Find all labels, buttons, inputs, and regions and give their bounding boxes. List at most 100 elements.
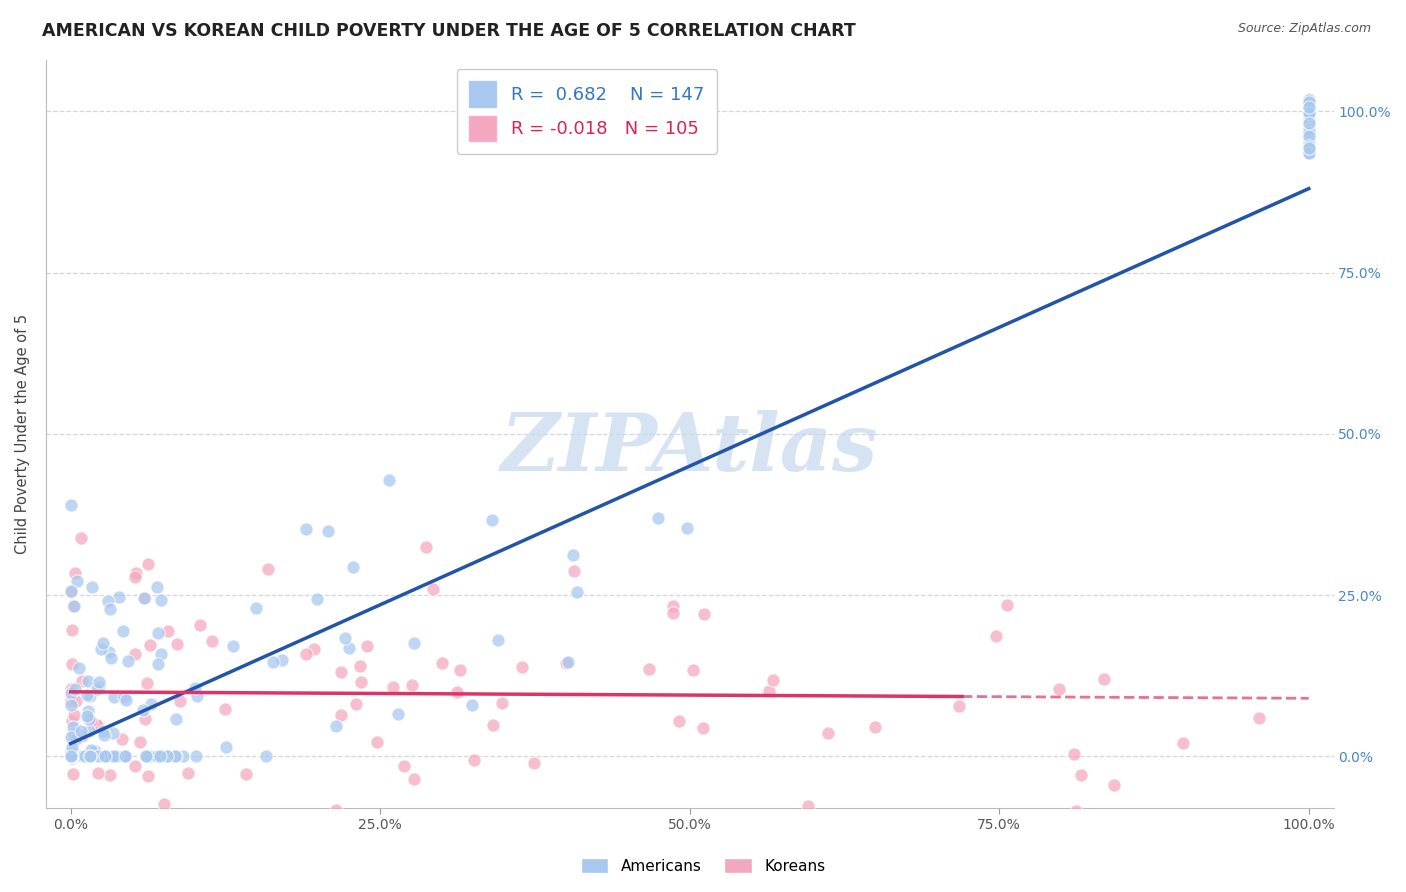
Point [562,565,585,579]
Point [59,747,82,761]
Point [682,663,704,677]
Point [82,580,104,594]
Point [1298,129,1320,144]
Point [172,749,194,764]
Point [1298,107,1320,121]
Point [463,753,485,767]
Point [184,681,207,695]
Point [1298,110,1320,124]
Point [262,655,284,669]
Point [70,749,93,764]
Point [157,624,180,638]
Point [82,827,104,841]
Point [63,827,86,841]
Point [72,749,94,764]
Point [86,749,108,764]
Point [60,623,83,637]
Point [1298,101,1320,115]
Point [105,749,128,764]
Point [60,749,83,764]
Point [817,726,839,740]
Point [254,749,277,764]
Point [356,827,378,841]
Point [762,673,785,688]
Point [90,641,112,656]
Point [316,524,339,538]
Point [66,574,89,589]
Point [149,749,172,764]
Point [136,675,159,690]
Point [1298,130,1320,145]
Point [139,749,162,764]
Point [134,591,156,605]
Point [165,712,187,726]
Point [461,698,484,712]
Point [60,584,83,599]
Point [486,633,509,648]
Point [141,816,163,830]
Point [91,749,114,764]
Point [60,739,83,754]
Point [62,599,84,614]
Point [392,758,415,772]
Point [139,638,162,652]
Point [77,713,100,727]
Point [86,718,108,732]
Point [59,681,82,696]
Point [948,698,970,713]
Point [378,473,401,487]
Point [60,827,83,841]
Point [59,694,82,708]
Point [117,654,139,668]
Point [516,827,538,841]
Point [177,766,200,780]
Point [1298,122,1320,136]
Point [401,678,423,692]
Point [60,749,83,764]
Legend: Americans, Koreans: Americans, Koreans [575,852,831,880]
Point [1092,673,1115,687]
Point [257,562,280,576]
Point [692,721,714,735]
Point [1298,145,1320,160]
Point [166,637,188,651]
Point [797,798,820,813]
Point [93,728,115,742]
Text: Source: ZipAtlas.com: Source: ZipAtlas.com [1237,22,1371,36]
Point [381,680,404,694]
Point [163,749,186,764]
Point [97,645,120,659]
Point [156,749,179,764]
Point [60,749,83,764]
Point [190,618,212,632]
Point [523,756,546,770]
Point [111,731,134,746]
Point [70,729,93,743]
Point [62,720,84,734]
Point [94,749,117,764]
Point [136,557,159,571]
Point [70,724,93,739]
Point [1298,146,1320,161]
Point [100,651,122,665]
Point [59,749,82,764]
Point [335,631,357,645]
Point [481,718,503,732]
Point [62,726,84,740]
Point [557,655,579,669]
Point [344,697,367,711]
Point [356,640,378,654]
Point [62,767,84,781]
Point [295,522,318,536]
Point [59,698,82,712]
Point [1298,101,1320,115]
Point [1298,105,1320,120]
Point [77,749,100,764]
Point [481,513,503,527]
Point [449,663,471,677]
Point [59,749,82,764]
Point [1298,95,1320,109]
Point [1298,119,1320,133]
Point [148,749,170,764]
Point [91,723,114,738]
